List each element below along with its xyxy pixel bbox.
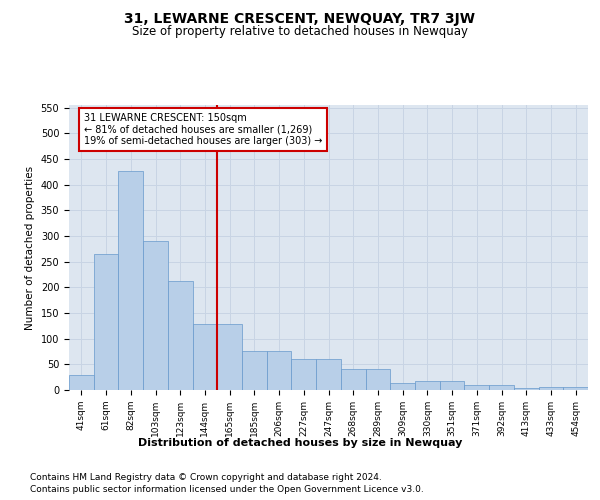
Bar [292, 359, 316, 390]
Text: Size of property relative to detached houses in Newquay: Size of property relative to detached ho… [132, 25, 468, 38]
Bar [440, 382, 464, 390]
Bar [341, 370, 365, 390]
Bar [514, 388, 539, 390]
Bar [415, 382, 440, 390]
Bar [217, 324, 242, 390]
Text: 31, LEWARNE CRESCENT, NEWQUAY, TR7 3JW: 31, LEWARNE CRESCENT, NEWQUAY, TR7 3JW [125, 12, 476, 26]
Bar [390, 383, 415, 390]
Bar [69, 374, 94, 390]
Text: Distribution of detached houses by size in Newquay: Distribution of detached houses by size … [138, 438, 462, 448]
Bar [242, 351, 267, 390]
Bar [143, 241, 168, 390]
Text: 31 LEWARNE CRESCENT: 150sqm
← 81% of detached houses are smaller (1,269)
19% of : 31 LEWARNE CRESCENT: 150sqm ← 81% of det… [84, 112, 322, 146]
Text: Contains public sector information licensed under the Open Government Licence v3: Contains public sector information licen… [30, 485, 424, 494]
Bar [267, 351, 292, 390]
Bar [464, 386, 489, 390]
Text: Contains HM Land Registry data © Crown copyright and database right 2024.: Contains HM Land Registry data © Crown c… [30, 472, 382, 482]
Bar [94, 254, 118, 390]
Bar [168, 280, 193, 390]
Bar [539, 388, 563, 390]
Bar [193, 324, 217, 390]
Bar [489, 386, 514, 390]
Bar [118, 170, 143, 390]
Bar [563, 388, 588, 390]
Bar [365, 370, 390, 390]
Y-axis label: Number of detached properties: Number of detached properties [25, 166, 35, 330]
Bar [316, 359, 341, 390]
